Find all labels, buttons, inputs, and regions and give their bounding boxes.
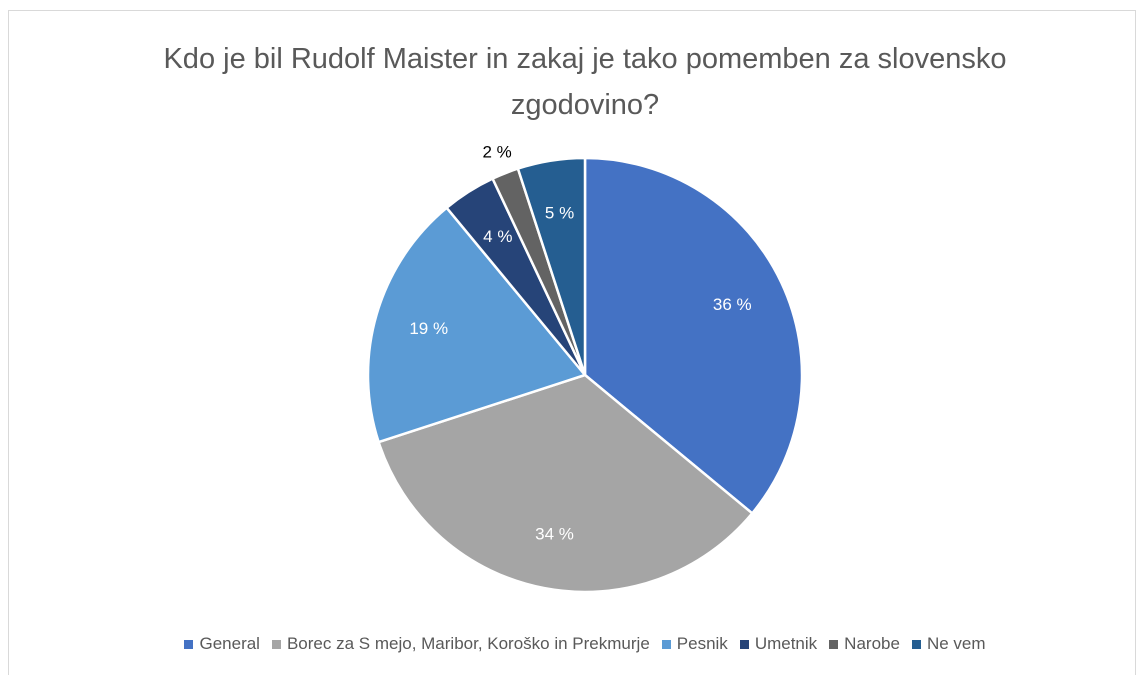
pie-slice bbox=[516, 156, 587, 376]
data-label: 34 % bbox=[535, 524, 574, 543]
legend-item: Narobe bbox=[829, 634, 900, 654]
pie-slice bbox=[583, 156, 804, 516]
legend-swatch bbox=[184, 639, 194, 649]
legend-item: Borec za S mejo, Maribor, Koroško in Pre… bbox=[271, 634, 650, 654]
data-label: 36 % bbox=[713, 295, 752, 314]
legend-item: Ne vem bbox=[911, 634, 986, 654]
legend-swatch bbox=[271, 639, 281, 649]
legend-item: Pesnik bbox=[661, 634, 728, 654]
legend-label: Umetnik bbox=[754, 634, 818, 653]
legend: General Borec za S mejo, Maribor, Koroško… bbox=[0, 634, 1145, 654]
legend-swatch bbox=[911, 639, 921, 649]
legend-label: General bbox=[199, 634, 260, 653]
legend-swatch bbox=[829, 639, 839, 649]
data-label: 5 % bbox=[545, 204, 574, 223]
legend-swatch bbox=[661, 639, 671, 649]
legend-label: Borec za S mejo, Maribor, Koroško in Pre… bbox=[286, 634, 650, 653]
data-label: 19 % bbox=[409, 319, 448, 338]
pie-slice bbox=[377, 373, 754, 594]
legend-label: Narobe bbox=[844, 634, 900, 653]
data-label: 2 % bbox=[482, 143, 511, 162]
chart-frame bbox=[8, 10, 1136, 675]
legend-label: Pesnik bbox=[676, 634, 728, 653]
chart-title: Kdo je bil Rudolf Maister in zakaj je ta… bbox=[163, 43, 1007, 121]
pie-slice bbox=[366, 206, 588, 444]
data-label: 4 % bbox=[483, 227, 512, 246]
legend-label: Ne vem bbox=[926, 634, 986, 653]
legend-item: Umetnik bbox=[739, 634, 818, 654]
legend-swatch bbox=[739, 639, 749, 649]
legend-item: General bbox=[184, 634, 260, 654]
